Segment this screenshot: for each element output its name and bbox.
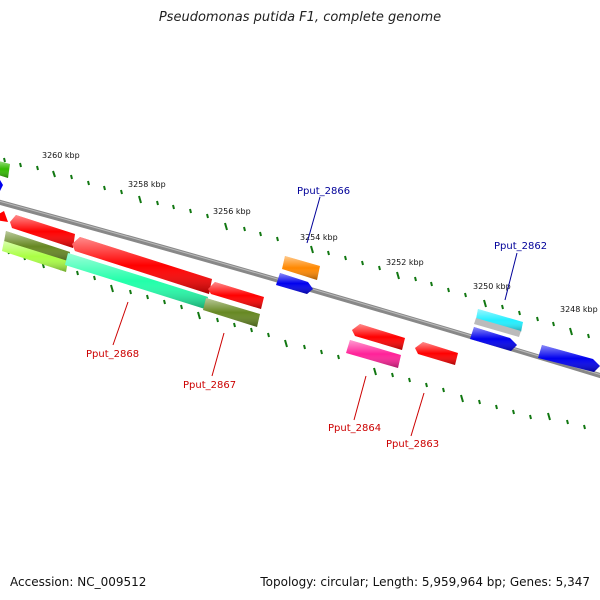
gene-feature-red-mid[interactable]: [352, 324, 405, 350]
gene-label-pput-2867[interactable]: Pput_2867: [183, 380, 236, 391]
gene-feature-blue[interactable]: [276, 273, 313, 294]
topology-text: Topology: circular; Length: 5,959,964 bp…: [260, 575, 590, 589]
gene-feature-blue-far-right[interactable]: [538, 345, 600, 372]
gene-feature-red-edge[interactable]: [0, 211, 8, 222]
gene-label-pput-2866[interactable]: Pput_2866: [297, 186, 350, 197]
gene-feature-blue-edge[interactable]: [0, 178, 3, 191]
gene-label-pput-2868[interactable]: Pput_2868: [86, 349, 139, 360]
gene-feature-silver[interactable]: [474, 318, 521, 337]
gene-feature-blue-right[interactable]: [470, 327, 517, 351]
gene-feature-red-short[interactable]: [208, 282, 264, 309]
gene-feature-orange[interactable]: [282, 256, 320, 280]
tick-label: 3252 kbp: [386, 258, 424, 267]
gene-feature-red-long[interactable]: [72, 237, 212, 294]
label-leaders: [112, 196, 518, 437]
tick-label: 3260 kbp: [42, 151, 80, 160]
tick-label: 3254 kbp: [300, 233, 338, 242]
gene-label-pput-2863[interactable]: Pput_2863: [386, 439, 439, 450]
gene-feature-red[interactable]: [10, 215, 75, 248]
gene-feature-green[interactable]: [0, 160, 10, 178]
outer-tick-ring: [3, 157, 590, 339]
accession-text: Accession: NC_009512: [10, 575, 147, 589]
map-title: Pseudomonas putida F1, complete genome: [158, 10, 442, 25]
gene-feature-teal[interactable]: [65, 253, 208, 309]
gene-feature-olive[interactable]: [203, 298, 260, 327]
tick-label: 3248 kbp: [560, 305, 598, 314]
tick-label: 3250 kbp: [473, 282, 511, 291]
gene-label-pput-2862[interactable]: Pput_2862: [494, 241, 547, 252]
gene-feature-olive-left[interactable]: [4, 231, 70, 262]
gene-feature-lime[interactable]: [2, 241, 68, 272]
gene-feature-magenta[interactable]: [346, 340, 401, 368]
gene-label-pput-2864[interactable]: Pput_2864: [328, 423, 381, 434]
gene-feature-cyan[interactable]: [476, 309, 523, 332]
tick-label: 3258 kbp: [128, 180, 166, 189]
tick-label: 3256 kbp: [213, 207, 251, 216]
gene-feature-red-right[interactable]: [415, 342, 458, 365]
